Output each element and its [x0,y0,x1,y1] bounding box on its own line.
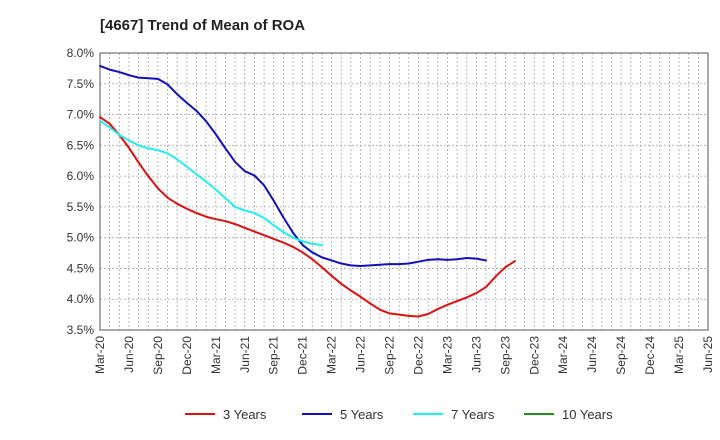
x-tick-label: Jun-23 [469,336,483,373]
x-tick-label: Sep-23 [498,336,512,375]
y-tick-label: 6.5% [67,138,95,152]
x-tick-label: Sep-21 [267,336,281,375]
y-tick-label: 8.0% [67,46,95,60]
legend-label: 5 Years [340,407,384,422]
series-line-5-years [99,64,488,267]
x-tick-label: Mar-22 [325,336,339,374]
x-tick-label: Jun-20 [122,336,136,373]
x-tick-label: Mar-24 [556,336,570,374]
x-tick-label: Sep-20 [151,336,165,375]
x-axis-ticks: Mar-20 Jun-20 Sep-20 Dec-20 Mar-21 Jun-21 Sep-… [93,336,715,375]
grid-lines [100,53,708,330]
y-tick-label: 7.0% [67,108,95,122]
series-line-3-years [99,116,516,318]
x-tick-label: Mar-21 [209,336,223,374]
legend-label: 7 Years [451,407,495,422]
y-tick-label: 3.5% [67,323,95,337]
chart-title: [4667] Trend of Mean of ROA [100,17,305,34]
y-tick-label: 4.0% [67,292,95,306]
series-line-7-years [99,119,323,247]
y-tick-label: 7.5% [67,77,95,91]
plot-frame [99,52,709,331]
legend: 3 Years 5 Years 7 Years 10 Years [185,407,613,422]
x-tick-label: Dec-24 [643,336,657,375]
y-tick-label: 5.5% [67,200,95,214]
series-lines [99,64,516,318]
y-tick-label: 6.0% [67,169,95,183]
legend-label: 10 Years [562,407,613,422]
y-axis-ticks: 8.0% 7.5% 7.0% 6.5% 6.0% 5.5% 5.0% 4.5% 4.0% 3.5% [67,46,95,337]
x-tick-label: Dec-23 [527,336,541,375]
legend-label: 3 Years [223,407,267,422]
x-tick-label: Mar-23 [440,336,454,374]
x-tick-label: Jun-25 [701,336,715,373]
x-tick-label: Jun-22 [354,336,368,373]
x-tick-label: Dec-20 [180,336,194,375]
x-tick-label: Dec-22 [411,336,425,375]
x-tick-label: Sep-22 [383,336,397,375]
x-tick-label: Mar-25 [672,336,686,374]
y-tick-label: 5.0% [67,231,95,245]
x-tick-label: Dec-21 [296,336,310,375]
x-tick-label: Sep-24 [614,336,628,375]
x-tick-label: Mar-20 [93,336,107,374]
x-tick-label: Jun-24 [585,336,599,373]
y-tick-label: 4.5% [67,261,95,275]
x-tick-label: Jun-21 [238,336,252,373]
